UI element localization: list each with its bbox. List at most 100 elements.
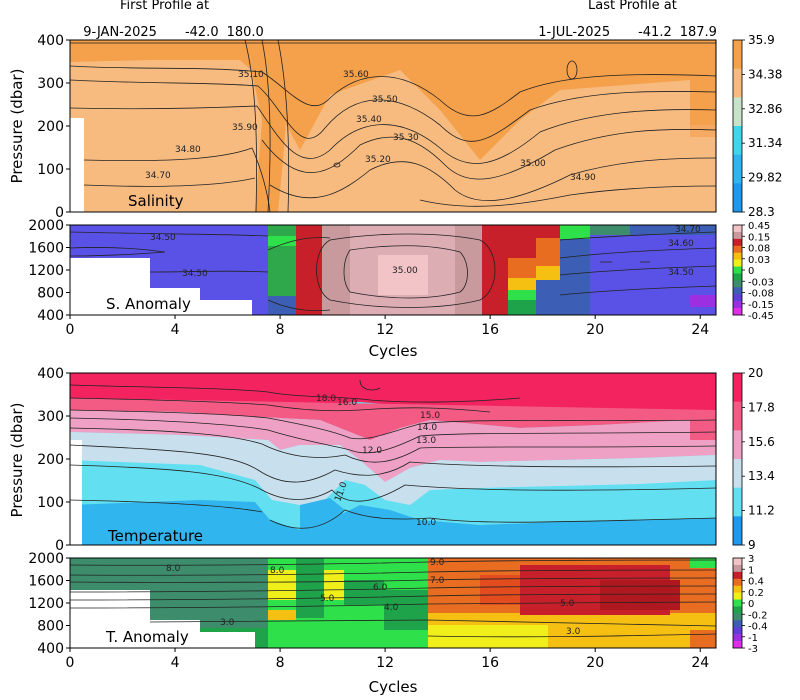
salinity-anomaly-contour-label: 35.00 [392, 266, 418, 276]
y-tick-label: 300 [37, 409, 64, 425]
colorbar-swatch [733, 487, 742, 517]
temperature-anomaly-panel: 9.0 8.0 8.0 7.0 6.0 5.0 5.0 4.0 3.0 3.0 … [28, 551, 767, 696]
temperature-panel-title: Temperature [107, 527, 203, 545]
y-tick-label: 400 [37, 641, 64, 657]
colorbar-swatch [733, 183, 742, 213]
salinity-contour-label: 35.20 [365, 155, 391, 165]
colorbar-label: 11.2 [748, 504, 775, 518]
colorbar-label: 3 [748, 554, 754, 565]
colorbar-swatch [733, 245, 742, 253]
colorbar-label: 13.4 [748, 469, 775, 483]
colorbar-label: -3 [748, 644, 758, 655]
x-tick-label: 24 [691, 655, 709, 671]
x-tick-label: 0 [66, 322, 75, 338]
temperature-anomaly-contours [70, 559, 716, 638]
last-profile-date: 1-JUL-2025 [538, 25, 611, 40]
x-tick-label: 0 [66, 655, 75, 671]
temperature-anomaly-contour-label: 3.0 [566, 627, 581, 637]
salinity-anomaly-contour-label: 34.60 [668, 239, 694, 249]
colorbar-label: 0.15 [748, 232, 770, 243]
first-profile-lon: 180.0 [226, 25, 264, 40]
temperature-y-axis: 0 100 200 300 400 [37, 366, 70, 554]
salinity-panel: 35.10 35.60 35.50 35.40 35.30 35.20 35.9… [8, 33, 782, 221]
colorbar-swatch [733, 231, 742, 240]
temperature-contour-label: 14.0 [417, 423, 437, 433]
salinity-y-axis-label: Pressure (dbar) [8, 69, 26, 184]
colorbar-label: 9 [748, 538, 756, 552]
salinity-anomaly-contours [70, 231, 716, 312]
temperature-anomaly-panel-title: T. Anomaly [105, 628, 189, 646]
colorbar-swatch [733, 252, 742, 260]
colorbar-swatch [733, 68, 742, 98]
x-tick-label: 16 [481, 322, 499, 338]
last-profile-lat: -41.2 [638, 25, 672, 40]
last-profile-label: Last Profile at [588, 0, 677, 13]
temperature-panel: 18.0 16.0 15.0 14.0 13.0 12.0 11.0 10.0 … [8, 366, 775, 554]
temperature-anomaly-contour-label: 8.0 [270, 566, 285, 576]
colorbar-label: 0.03 [748, 255, 770, 266]
colorbar-swatch [733, 430, 742, 460]
salinity-anomaly-field [70, 225, 716, 315]
colorbar-swatch [733, 620, 742, 628]
colorbar-swatch [733, 280, 742, 288]
y-tick-label: 400 [37, 33, 64, 49]
x-tick-label: 20 [586, 322, 604, 338]
colorbar-label: 20 [748, 366, 763, 380]
temperature-anomaly-contour-labels: 9.0 8.0 8.0 7.0 6.0 5.0 5.0 4.0 3.0 3.0 [166, 558, 581, 637]
salinity-anomaly-x-axis-label: Cycles [369, 342, 418, 360]
y-tick-label: 100 [37, 162, 64, 178]
y-tick-label: 1200 [28, 596, 64, 612]
colorbar-swatch [733, 301, 742, 309]
colorbar-swatch [733, 259, 742, 267]
colorbar-label: 35.9 [748, 33, 775, 47]
colorbar-swatch [733, 97, 742, 127]
temperature-anomaly-y-axis: 400 800 1200 1600 2000 [28, 551, 70, 657]
colorbar-label: -0.03 [748, 277, 774, 288]
salinity-contour-label: 34.80 [175, 145, 201, 155]
colorbar-frame [732, 372, 743, 546]
y-tick-label: 400 [37, 308, 64, 324]
salinity-anomaly-contour-label: 34.70 [675, 225, 701, 235]
colorbar-swatch [733, 238, 742, 247]
colorbar-label: 0.45 [748, 221, 770, 232]
colorbar-label: 15.6 [748, 435, 775, 449]
y-tick-label: 2000 [28, 551, 64, 567]
y-tick-label: 0 [55, 538, 64, 554]
salinity-contour-label: 34.70 [145, 171, 171, 181]
y-tick-label: 400 [37, 366, 64, 382]
y-tick-label: 200 [37, 452, 64, 468]
temperature-anomaly-x-axis-label: Cycles [369, 678, 418, 696]
y-tick-label: 800 [37, 619, 64, 635]
colorbar-swatch [733, 459, 742, 488]
colorbar-frame [732, 39, 743, 213]
salinity-contour-label: 35.40 [356, 115, 382, 125]
colorbar-label: 31.34 [748, 136, 782, 150]
y-tick-label: 1600 [28, 574, 64, 590]
last-profile-lon: 187.9 [679, 25, 717, 40]
y-tick-label: 200 [37, 119, 64, 135]
temperature-anomaly-x-axis: 0 4 8 12 16 20 24 [66, 648, 709, 671]
temperature-anomaly-contour-label: 3.0 [220, 618, 235, 628]
temperature-anomaly-colorbar: 310.40.20-0.2-0.4-1-3 [732, 554, 768, 655]
colorbar-swatch [733, 606, 742, 614]
colorbar-swatch [733, 599, 742, 607]
y-tick-label: 2000 [28, 218, 64, 234]
salinity-contour-label: 35.00 [520, 159, 546, 169]
salinity-anomaly-y-axis: 400 800 1200 1600 2000 [28, 218, 70, 324]
salinity-anomaly-contour-label: 34.50 [182, 269, 208, 279]
x-tick-label: 12 [376, 655, 394, 671]
colorbar-swatch [733, 558, 742, 566]
colorbar-label: 0.4 [748, 577, 764, 588]
salinity-contour-label: 34.90 [570, 173, 596, 183]
y-tick-label: 1600 [28, 241, 64, 257]
first-profile-label: First Profile at [120, 0, 210, 13]
colorbar-label: -0.2 [748, 610, 768, 621]
x-tick-label: 24 [691, 322, 709, 338]
x-tick-label: 12 [376, 322, 394, 338]
colorbar-label: 29.82 [748, 171, 782, 185]
salinity-contours [70, 40, 716, 212]
temperature-field [70, 373, 716, 545]
salinity-contour-label: 35.90 [232, 123, 258, 133]
colorbar-swatch [733, 266, 742, 274]
colorbar-label: 34.38 [748, 67, 782, 81]
